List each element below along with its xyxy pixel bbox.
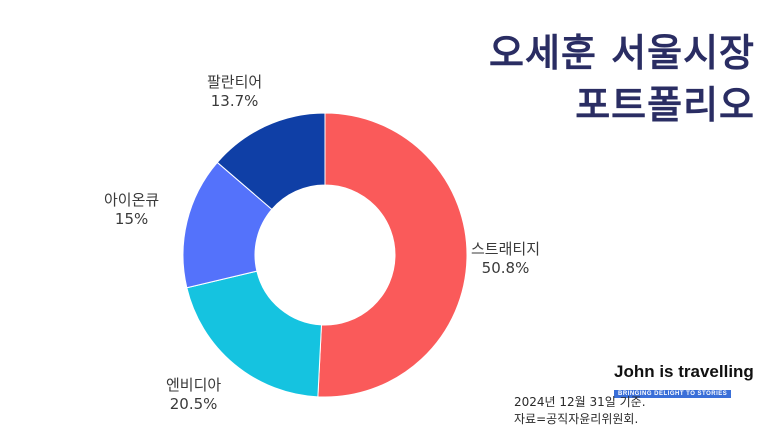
footnote-date: 2024년 12월 31일 기준.: [514, 395, 646, 409]
chart-title-line-2: 포트폴리오: [575, 83, 755, 127]
slice-value-ionq: 15%: [114, 210, 149, 228]
brand-tagline: BRINGING DELIGHT TO STORIES: [614, 390, 732, 398]
footnote-source: 자료=공직자윤리위원회.: [514, 412, 639, 426]
slice-strategy: [317, 112, 468, 398]
slice-value-strategy: 50.8%: [481, 259, 530, 277]
brand-watermark: John is travelling BRINGING DELIGHT TO S…: [614, 362, 762, 400]
slice-label-nvidia: 엔비디아 20.5%: [166, 376, 221, 414]
slice-category-nvidia: 엔비디아: [166, 376, 222, 394]
slice-value-palantir: 13.7%: [210, 92, 259, 110]
slice-category-ionq: 아이온큐: [104, 191, 160, 209]
slice-nvidia: [186, 270, 323, 398]
slice-category-strategy: 스트래티지: [471, 240, 541, 258]
chart-title-line-1: 오세훈 서울시장: [489, 31, 755, 75]
slice-label-palantir: 팔란티어 13.7%: [207, 73, 262, 111]
slice-palantir: [216, 112, 326, 211]
slice-label-strategy: 스트래티지 50.8%: [471, 240, 540, 278]
slice-category-palantir: 팔란티어: [207, 73, 263, 91]
slice-value-nvidia: 20.5%: [169, 395, 218, 413]
footnote: 2024년 12월 31일 기준. 자료=공직자윤리위원회.: [514, 394, 646, 428]
slice-label-ionq: 아이온큐 15%: [104, 191, 159, 229]
brand-name: John is travelling: [614, 362, 754, 381]
donut-slices: [182, 112, 468, 398]
